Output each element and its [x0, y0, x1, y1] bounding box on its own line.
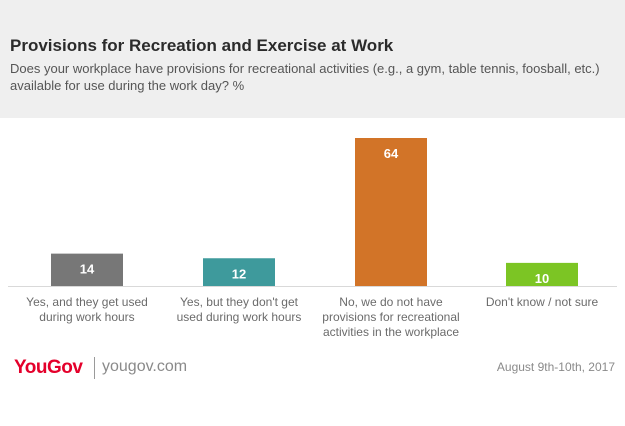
bar-4 [506, 262, 578, 286]
bar-1 [51, 253, 123, 286]
chart-title: Provisions for Recreation and Exercise a… [10, 36, 394, 55]
footer-divider [94, 357, 95, 379]
survey-date: August 9th-10th, 2017 [496, 360, 615, 374]
data-label-3: 64 [384, 146, 399, 161]
footer-site: yougov.com [102, 358, 188, 375]
yougov-logo: YouGov [14, 357, 83, 378]
chart-subtitle: Does your workplace have provisions for … [10, 61, 600, 93]
category-label-2: Yes, but they don't get used during work … [177, 295, 302, 324]
data-label-4: 10 [535, 271, 549, 286]
chart-header: Provisions for Recreation and Exercise a… [0, 0, 625, 118]
category-label-1: Yes, and they get used during work hours [26, 295, 148, 324]
category-label-4: Don't know / not sure [486, 295, 599, 309]
category-label-3: No, we do not have provisions for recreat… [322, 295, 459, 339]
data-label-2: 12 [232, 266, 246, 281]
bar-3 [355, 138, 427, 286]
data-label-1: 14 [80, 262, 95, 277]
bar-chart: 14 Yes, and they get used during work hour… [8, 138, 617, 339]
bar-2 [203, 258, 275, 286]
